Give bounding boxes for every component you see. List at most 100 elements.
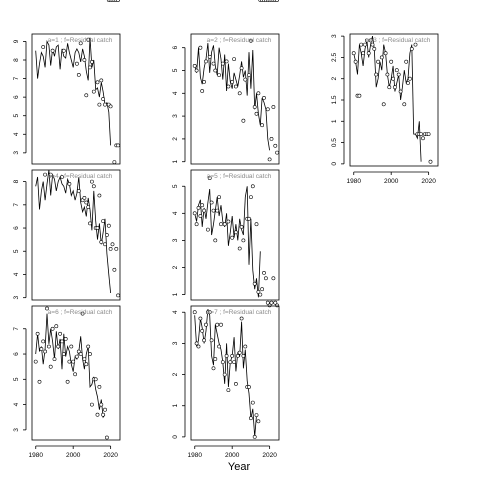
data-point	[243, 77, 248, 82]
data-point	[103, 102, 107, 107]
data-point	[252, 105, 257, 109]
data-point	[52, 357, 57, 362]
data-point	[75, 354, 79, 359]
data-point	[372, 47, 377, 51]
x-axis-label: Year	[228, 461, 251, 473]
data-point	[383, 51, 388, 56]
data-point	[263, 276, 268, 281]
data-point	[247, 385, 251, 389]
y-tick-label: 2	[172, 372, 179, 376]
data-point	[91, 184, 96, 189]
data-point	[61, 352, 66, 356]
data-point	[211, 366, 216, 371]
data-point	[351, 51, 356, 56]
data-point	[271, 105, 276, 109]
data-point	[230, 235, 235, 240]
data-point	[220, 61, 225, 66]
data-point	[385, 72, 390, 77]
data-point	[233, 381, 238, 386]
data-point	[256, 91, 261, 96]
data-point	[194, 68, 199, 73]
data-point	[237, 91, 242, 96]
x-tick-label: 2000	[384, 178, 399, 185]
data-point	[217, 344, 222, 349]
data-point	[233, 84, 238, 89]
data-point	[80, 311, 85, 316]
y-tick-label: 7	[13, 327, 20, 331]
data-point	[41, 339, 46, 344]
data-point	[219, 222, 223, 227]
data-point	[95, 412, 100, 417]
chart-panels: 3 4 5 6 7 8 9 a=1 ; f=Residual catch 1 2 3 4 5 6 a=2 ;…	[13, 0, 439, 459]
data-point	[90, 179, 94, 184]
y-tick-label: 4	[13, 402, 20, 406]
data-point	[224, 353, 229, 358]
y-tick-label: 0.5	[331, 138, 338, 147]
data-point	[33, 359, 38, 364]
data-point	[217, 73, 222, 78]
data-point	[250, 400, 255, 405]
y-tick-label: 4	[13, 132, 20, 136]
data-point	[200, 203, 205, 208]
data-point	[86, 344, 91, 349]
data-point	[248, 38, 253, 43]
data-point	[258, 292, 263, 297]
data-point	[235, 353, 240, 358]
data-point	[363, 42, 367, 47]
y-tick-label: 8	[13, 179, 20, 183]
y-tick-label: 2	[172, 137, 179, 141]
data-point	[202, 208, 207, 213]
x-tick-label: 2020	[103, 452, 118, 459]
y-tick-label: 1.5	[331, 95, 338, 104]
y-tick-label: 9	[13, 39, 20, 43]
y-tick-label: 7	[13, 76, 20, 80]
data-point	[75, 61, 79, 66]
data-point	[241, 238, 246, 243]
panel-label: a=3 ; f=Residual catch	[366, 37, 431, 44]
plot-frame	[31, 169, 121, 301]
data-point	[88, 352, 92, 356]
data-point	[219, 322, 223, 327]
data-point	[232, 57, 237, 62]
data-point	[112, 267, 117, 272]
data-point	[192, 310, 197, 315]
data-point	[262, 96, 266, 100]
data-point	[275, 303, 280, 308]
data-point	[97, 384, 102, 389]
data-point	[58, 331, 63, 336]
x-tick-label: 1980	[29, 452, 44, 459]
y-tick-label: 1	[172, 160, 179, 164]
chart-panel-row1-col3: 0 0.5 1 1.5 2 2.5 3 1980 2000 2020 a=3 ; f=Residua…	[331, 33, 439, 185]
data-point	[228, 360, 233, 365]
data-point	[47, 344, 51, 349]
data-point	[217, 195, 222, 200]
data-point	[84, 93, 89, 98]
data-point	[207, 310, 212, 315]
data-point	[209, 338, 214, 343]
y-tick-label: 3	[13, 428, 20, 432]
y-tick-label: 6	[13, 226, 20, 230]
data-point	[226, 388, 231, 393]
series-line	[194, 43, 270, 151]
data-point	[192, 211, 197, 216]
data-point	[409, 47, 414, 51]
data-point	[108, 104, 113, 109]
data-point	[267, 157, 272, 162]
data-point	[215, 208, 220, 213]
plot-frame	[190, 169, 280, 301]
data-point	[108, 246, 113, 251]
data-point	[273, 300, 278, 305]
data-point	[76, 73, 81, 77]
data-point	[110, 242, 115, 247]
data-point	[250, 184, 255, 189]
data-point	[97, 102, 102, 107]
y-tick-label: 6	[13, 95, 20, 99]
data-point	[95, 226, 100, 230]
y-tick-label: 5	[13, 249, 20, 253]
plot-frame	[190, 305, 280, 441]
data-point	[353, 59, 358, 64]
data-point	[50, 48, 55, 53]
data-point	[93, 377, 98, 382]
y-tick-label: 3	[172, 341, 179, 345]
